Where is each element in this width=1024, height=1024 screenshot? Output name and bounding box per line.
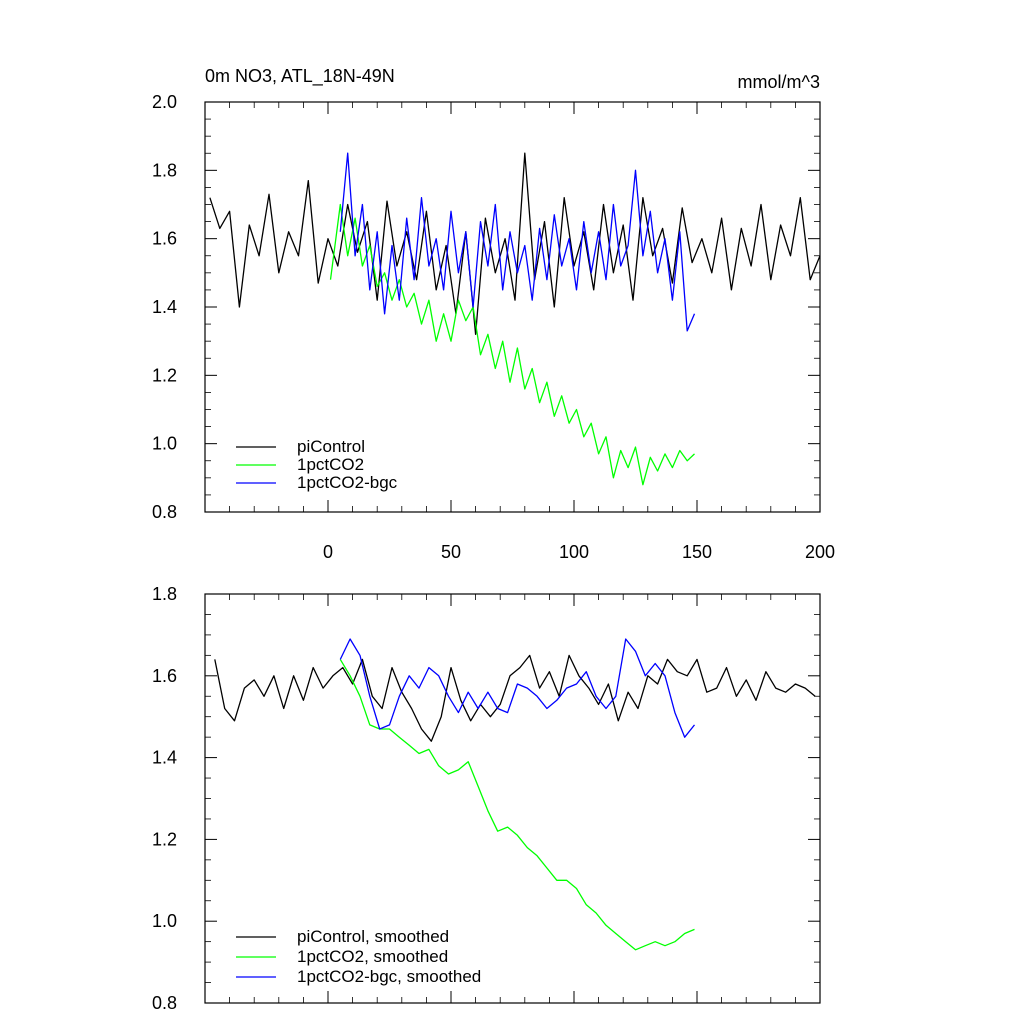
legend-label-1: 1pctCO2, smoothed <box>297 947 448 966</box>
x-tick-label: 0 <box>323 542 333 562</box>
y-tick-label: 1.2 <box>152 365 177 385</box>
legend-label-2: 1pctCO2-bgc <box>297 473 398 492</box>
bottom-panel: 0.81.01.21.41.61.8 piControl, smoothed1p… <box>152 584 821 1013</box>
x-tick-label: 50 <box>441 542 461 562</box>
y-tick-label: 1.4 <box>152 748 177 768</box>
legend-label-0: piControl <box>297 437 365 456</box>
y-tick-label: 0.8 <box>152 993 177 1013</box>
axes: 0.8 1.0 1.2 1.4 1.6 1.8 2.0 0 50 100 150 200 <box>152 92 835 562</box>
y-tick-label: 1.6 <box>152 229 177 249</box>
series-line-0 <box>209 152 821 335</box>
y-tick-label: 1.0 <box>152 911 177 931</box>
x-tick-label: 100 <box>559 542 589 562</box>
plot-lines <box>209 152 821 486</box>
y-tick-label: 2.0 <box>152 92 177 112</box>
y-tick-label: 1.6 <box>152 666 177 686</box>
chart-title: 0m NO3, ATL_18N-49N <box>205 66 395 87</box>
y-tick-label: 1.4 <box>152 297 177 317</box>
x-tick-label: 200 <box>805 542 835 562</box>
y-tick-label: 1.0 <box>152 434 177 454</box>
series-line-2 <box>339 152 696 332</box>
series-line-2 <box>339 638 696 738</box>
legend-label-0: piControl, smoothed <box>297 927 449 946</box>
y-tick-label: 1.8 <box>152 160 177 180</box>
y-tick-label: 1.8 <box>152 584 177 604</box>
series-line-1 <box>339 659 695 951</box>
series-line-0 <box>214 654 816 742</box>
x-tick-label: 150 <box>682 542 712 562</box>
units-label: mmol/m^3 <box>738 72 820 92</box>
axes: 0.8 1.0 1.2 1.4 1.6 1.8 <box>152 584 821 1013</box>
series-line-1 <box>329 203 695 486</box>
top-panel: 0m NO3, ATL_18N-49N mmol/m^3 0.8 1.0 1.2 1.… <box>152 66 835 562</box>
legend-label-2: 1pctCO2-bgc, smoothed <box>297 967 481 986</box>
plot-lines <box>214 638 816 951</box>
y-tick-label: 1.2 <box>152 829 177 849</box>
legend-label-1: 1pctCO2 <box>297 455 364 474</box>
y-tick-label: 0.8 <box>152 502 177 522</box>
